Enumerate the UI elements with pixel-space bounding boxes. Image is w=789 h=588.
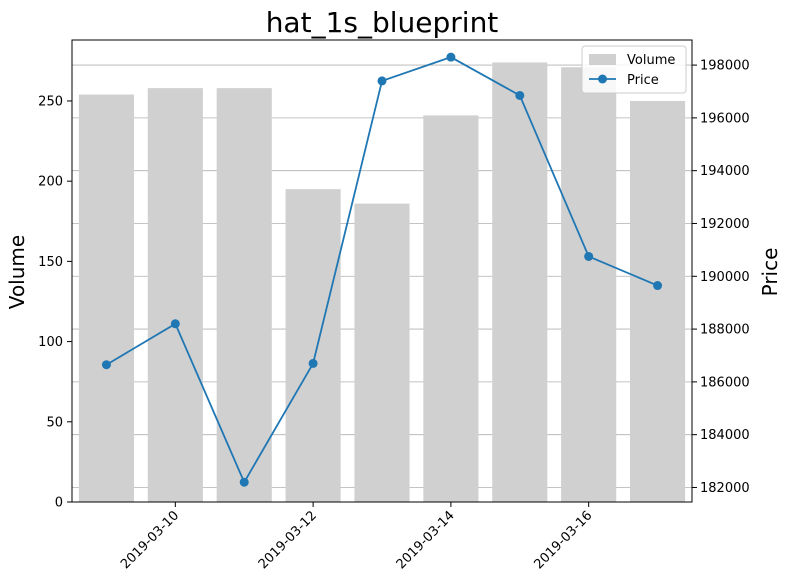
y-tick-label-right: 196000 bbox=[700, 111, 750, 126]
legend-marker-price bbox=[598, 74, 607, 84]
volume-bar bbox=[285, 189, 341, 502]
price-point bbox=[239, 477, 249, 487]
volume-bar bbox=[423, 115, 479, 502]
volume-bar bbox=[561, 67, 617, 502]
y-tick-label-left: 50 bbox=[46, 415, 63, 430]
volume-bars bbox=[78, 62, 686, 503]
y-tick-label-right: 190000 bbox=[700, 270, 750, 285]
y-tick-label-left: 100 bbox=[38, 335, 63, 350]
price-point bbox=[101, 360, 111, 370]
x-tick-label: 2019-03-12 bbox=[256, 508, 320, 572]
y-tick-label-right: 194000 bbox=[700, 164, 750, 179]
y-tick-label-right: 188000 bbox=[700, 323, 750, 338]
price-point bbox=[653, 281, 663, 291]
price-point bbox=[584, 251, 594, 261]
x-tick-label: 2019-03-16 bbox=[531, 508, 595, 572]
y-tick-label-right: 182000 bbox=[700, 481, 750, 496]
y-tick-label-right: 186000 bbox=[700, 375, 750, 390]
volume-bar bbox=[492, 62, 548, 502]
price-point bbox=[170, 319, 180, 329]
price-point bbox=[308, 358, 318, 368]
legend-label-price: Price bbox=[627, 73, 659, 88]
y-tick-label-left: 0 bbox=[55, 496, 63, 511]
y-tick-label-right: 198000 bbox=[700, 59, 750, 74]
legend-swatch-volume bbox=[589, 54, 616, 65]
volume-bar bbox=[147, 88, 203, 502]
price-point bbox=[446, 52, 456, 62]
right-axis: 182000 184000 186000 188000 190000 192000 1940… bbox=[692, 59, 750, 496]
price-point bbox=[515, 90, 525, 100]
x-tick-label: 2019-03-14 bbox=[394, 508, 458, 572]
y-axis-label-right: Price bbox=[758, 248, 782, 297]
legend-label-volume: Volume bbox=[627, 53, 675, 68]
volume-bar bbox=[78, 94, 134, 503]
volume-bar bbox=[216, 88, 272, 502]
y-tick-label-left: 150 bbox=[38, 255, 63, 270]
legend: Volume Price bbox=[581, 45, 687, 94]
y-tick-label-right: 184000 bbox=[700, 428, 750, 443]
y-axis-label-left: Volume bbox=[5, 235, 29, 309]
x-tick-label: 2019-03-10 bbox=[118, 508, 182, 572]
x-axis: 2019-03-10 2019-03-12 2019-03-14 2019-03-16 bbox=[118, 502, 595, 572]
y-tick-label-left: 200 bbox=[38, 175, 63, 190]
left-axis: 0 50 100 150 200 250 bbox=[38, 94, 72, 511]
y-tick-label-left: 250 bbox=[38, 94, 63, 109]
price-point bbox=[377, 76, 387, 86]
volume-bar bbox=[630, 100, 686, 502]
price-points bbox=[101, 52, 663, 487]
y-tick-label-right: 192000 bbox=[700, 217, 750, 232]
plot-frame bbox=[71, 39, 693, 503]
volume-bar bbox=[354, 203, 410, 502]
chart-title: hat_1s_blueprint bbox=[266, 6, 499, 39]
